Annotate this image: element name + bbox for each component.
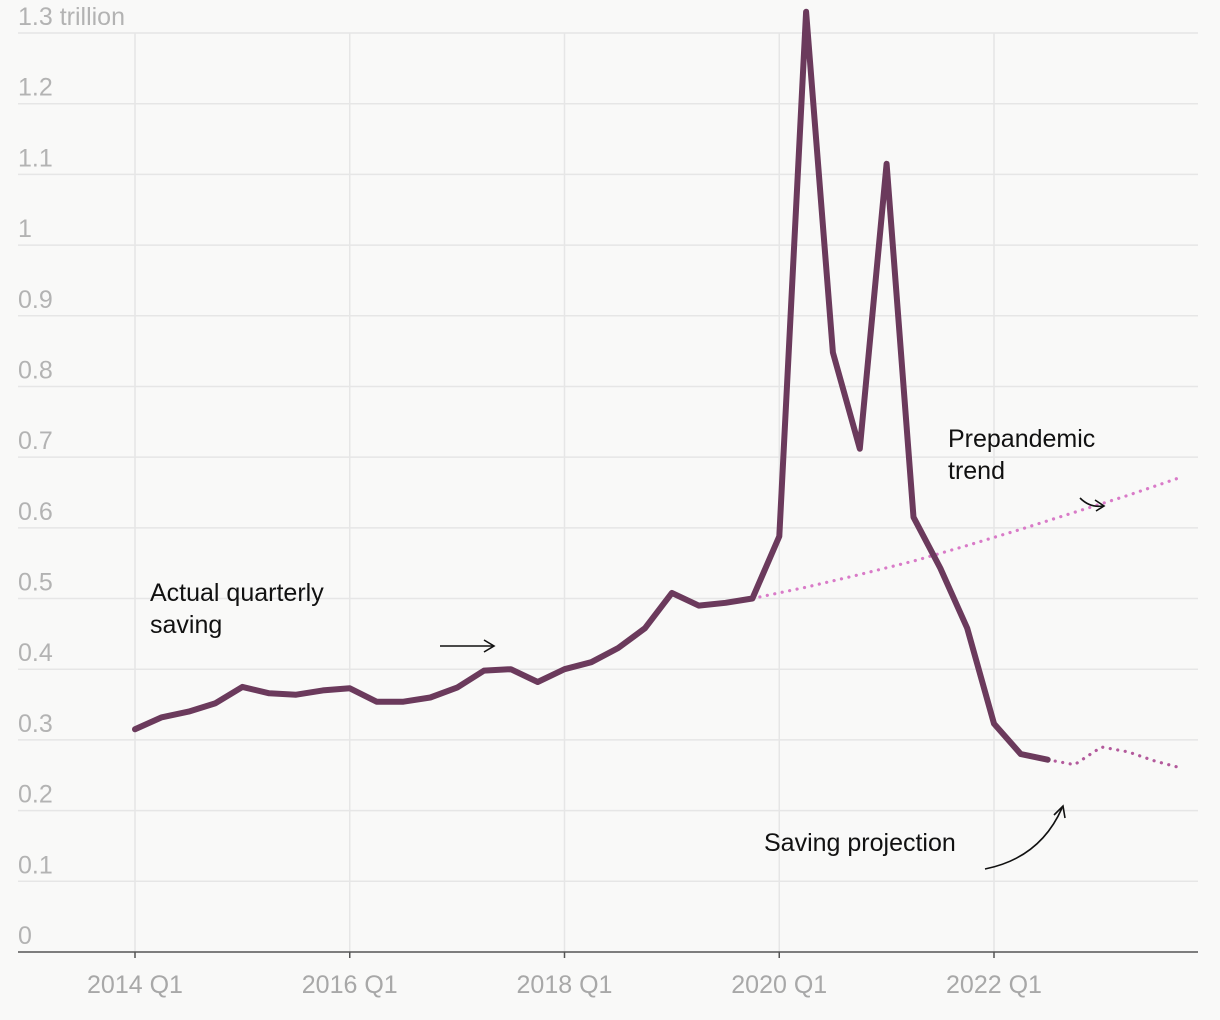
y-tick-label: 0.2 — [18, 781, 53, 809]
y-tick-label: 0.3 — [18, 710, 53, 738]
y-tick-label: 0 — [18, 922, 32, 950]
y-tick-label: 1.1 — [18, 144, 53, 172]
annotation-trend-line1: Prepandemic — [948, 425, 1095, 453]
x-tick-label: 2020 Q1 — [731, 971, 827, 999]
y-tick-label: 0.9 — [18, 286, 53, 314]
series-line-prepandemic-trend — [750, 475, 1184, 601]
y-tick-label: 1.2 — [18, 74, 53, 102]
curved-arrow-up-icon — [984, 804, 1066, 870]
y-tick-label: 0.5 — [18, 569, 53, 597]
annotation-layer: Actual quarterly saving Prepandemic tren… — [150, 425, 1106, 870]
y-tick-label: 0.1 — [18, 851, 53, 879]
x-tick-label: 2022 Q1 — [946, 971, 1042, 999]
x-tick-label: 2014 Q1 — [87, 971, 183, 999]
annotation-actual-line1: Actual quarterly — [150, 579, 324, 607]
curved-arrow-icon — [1079, 497, 1106, 512]
y-tick-label: 0.7 — [18, 427, 53, 455]
series-layer — [132, 8, 1184, 770]
x-tick-label: 2016 Q1 — [302, 971, 398, 999]
x-tick-label: 2018 Q1 — [517, 971, 613, 999]
axis-layer: 0 0.1 0.2 0.3 0.4 0.5 0.6 0.7 0.8 0.9 1 1.1 1.2 1.3 t… — [18, 3, 1198, 999]
y-tick-label: 0.8 — [18, 356, 53, 384]
y-tick-label: 1 — [18, 215, 32, 243]
annotation-trend-line2: trend — [948, 457, 1005, 485]
y-tick-label: 1.3 trillion — [18, 3, 125, 31]
y-tick-label: 0.4 — [18, 639, 53, 667]
y-tick-label: 0.6 — [18, 498, 53, 526]
annotation-projection: Saving projection — [764, 829, 956, 857]
grid-layer — [18, 32, 1198, 952]
series-line-saving-projection — [1046, 745, 1184, 770]
annotation-actual-line2: saving — [150, 611, 222, 639]
arrow-right-icon — [440, 639, 496, 653]
series-line-actual-quarterly-saving — [132, 8, 1051, 763]
